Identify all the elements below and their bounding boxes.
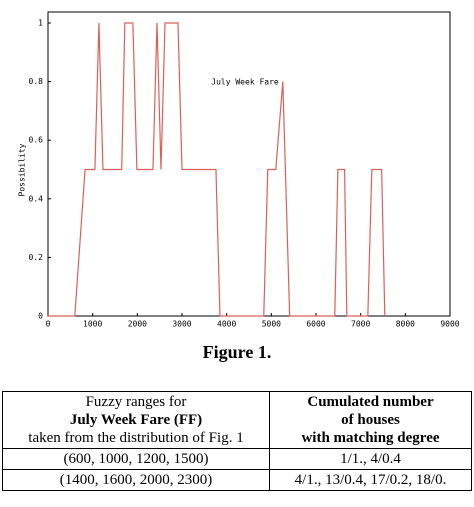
cell: (1400, 1600, 2000, 2300) [2,469,270,491]
row: (1400, 1600, 2000, 2300) 4/1., 13/0.4, 1… [2,469,472,491]
row: (600, 1000, 1200, 1500) 1/1., 4/0.4 [2,448,472,470]
header-row: Fuzzy ranges for July Week Fare (FF) tak… [2,391,472,449]
plot-frame [47,11,451,317]
header-line: with matching degree [301,430,440,446]
y-tick-label: 0.4 [29,194,44,203]
cell: 1/1., 4/0.4 [269,448,472,470]
figure-caption: Figure 1. [202,342,272,362]
header-line: of houses [341,412,400,428]
y-axis-label: Possibility [18,143,27,196]
x-tick-label: 9000 [440,320,459,329]
header-cell: Fuzzy ranges for July Week Fare (FF) tak… [2,391,270,449]
x-tick-label: 6000 [306,320,325,329]
x-tick-label: 1000 [83,320,102,329]
x-tick-label: 5000 [262,320,281,329]
x-tick-label: 2000 [128,320,147,329]
y-tick-label: 0.6 [29,136,44,145]
y-tick-label: 0.8 [29,77,44,86]
chart: July Week Fare Possibility 0 0.2 0.4 0.6 0.8… [18,11,460,329]
x-tick-label: 8000 [396,320,415,329]
header-line: Cumulated number [307,394,434,410]
x-axis-label: July Week Fare [211,78,279,87]
cell: 4/1., 13/0.4, 17/0.2, 18/0. [269,469,472,491]
header-line: July Week Fare (FF) [69,412,203,428]
line [48,22,386,317]
header-line: Fuzzy ranges for [85,394,187,410]
x-tick-label: 0 [46,320,51,329]
x-tick-label: 4000 [217,320,236,329]
header-cell: Cumulated number of houses with matching… [269,391,472,449]
y-tick-label: 0.2 [29,253,44,262]
y-tick-label: 1 [38,19,43,28]
cell: (600, 1000, 1200, 1500) [2,448,270,470]
header-line: taken from the distribution of Fig. 1 [28,430,244,446]
y-tick-label: 0 [38,312,43,321]
x-tick-label: 7000 [351,320,370,329]
x-tick-label: 3000 [172,320,191,329]
table: Fuzzy ranges for July Week Fare (FF) tak… [2,391,472,491]
